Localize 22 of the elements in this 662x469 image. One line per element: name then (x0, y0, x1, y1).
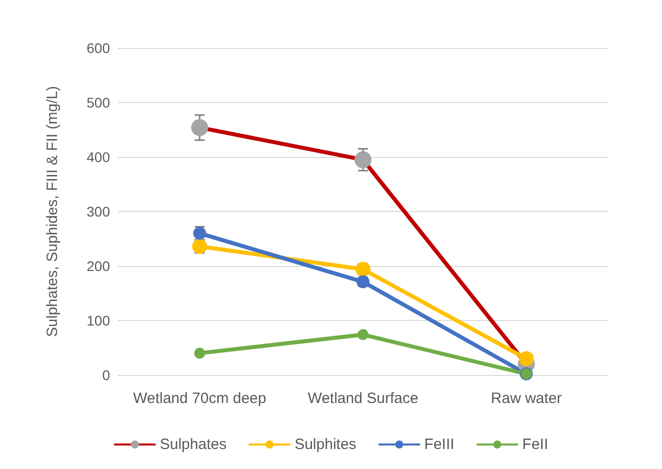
x-tick-label: Wetland Surface (308, 390, 418, 407)
legend-label: FeIII (424, 436, 454, 453)
legend-label: Sulphates (160, 436, 227, 453)
y-tick-label: 400 (86, 149, 110, 165)
y-tick-label: 100 (86, 312, 110, 328)
point (191, 119, 208, 136)
x-tick-label: Raw water (490, 390, 562, 407)
y-tick-label: 300 (86, 204, 110, 220)
y-tick-label: 600 (86, 40, 110, 56)
point (518, 351, 534, 366)
point (356, 275, 370, 288)
point (194, 348, 206, 359)
legend-label: FeII (522, 436, 548, 453)
y-tick-label: 500 (86, 94, 110, 110)
y-axis-title: Sulphates, Suphides, FIII & FII (mg/L) (44, 86, 61, 337)
point (354, 151, 372, 168)
y-tick-label: 0 (102, 367, 110, 383)
point (358, 329, 368, 340)
legend-label: Sulphites (294, 436, 356, 453)
x-tick-label: Wetland 70cm deep (133, 390, 266, 407)
point (356, 262, 370, 277)
y-tick-label: 200 (86, 258, 110, 274)
